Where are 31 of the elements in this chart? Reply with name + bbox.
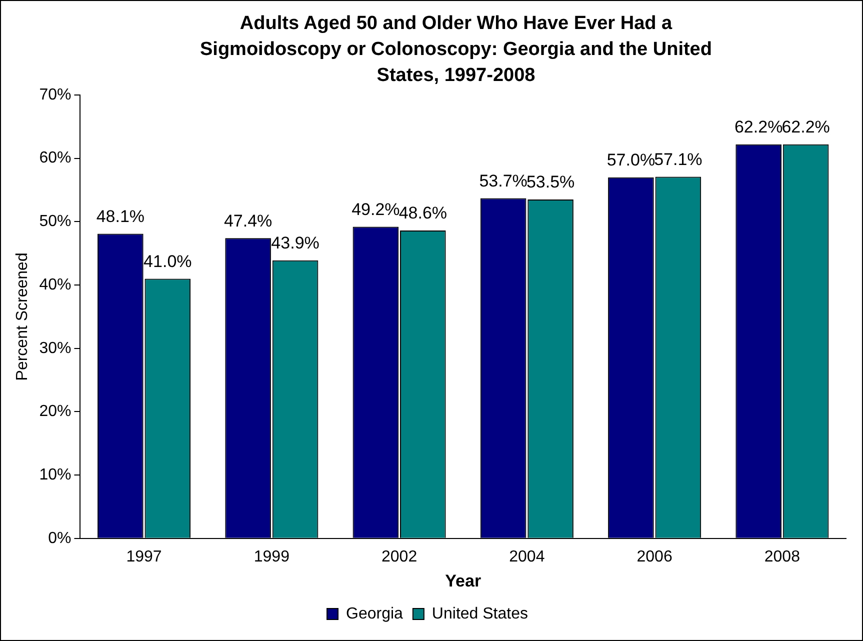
data-label: 48.1% xyxy=(96,206,145,226)
data-label: 49.2% xyxy=(352,200,400,219)
chart-title: Adults Aged 50 and Older Who Have Ever Had a Sigmoidoscopy or Colonoscopy: Georgia and the United States, 1997-2008 xyxy=(199,12,713,88)
x-tick-label: 2002 xyxy=(382,548,418,566)
x-tick-label: 1997 xyxy=(126,548,162,566)
x-tick-label: 2004 xyxy=(509,548,545,566)
data-label: 57.1% xyxy=(654,150,702,169)
x-axis-title: Year xyxy=(445,571,482,590)
data-label: 62.2% xyxy=(782,118,830,137)
y-axis-title: Percent Screened xyxy=(14,252,32,381)
x-tick-label: 1999 xyxy=(254,548,290,566)
x-tick-label: 2006 xyxy=(636,548,672,566)
y-tick-label: 0% xyxy=(48,530,72,547)
y-tick-label: 20% xyxy=(39,403,72,420)
legend-label: United States xyxy=(432,605,528,622)
legend-label: Georgia xyxy=(346,605,404,622)
data-label: 53.7% xyxy=(479,171,528,190)
data-label: 57.0% xyxy=(606,150,656,170)
x-tick-label: 2008 xyxy=(764,548,800,566)
data-label: 53.5% xyxy=(526,172,575,192)
y-tick-label: 40% xyxy=(39,276,72,294)
y-tick-label: 70% xyxy=(39,86,72,104)
data-label: 43.9% xyxy=(271,234,320,253)
data-label: 41.0% xyxy=(144,252,192,271)
y-tick-label: 50% xyxy=(39,213,72,230)
y-tick-label: 60% xyxy=(39,150,72,167)
data-label: 47.4% xyxy=(224,211,272,230)
y-tick-label: 30% xyxy=(39,340,72,357)
data-label: 48.6% xyxy=(398,204,448,223)
y-tick-label: 10% xyxy=(39,466,72,484)
data-label: 62.2% xyxy=(734,118,783,137)
